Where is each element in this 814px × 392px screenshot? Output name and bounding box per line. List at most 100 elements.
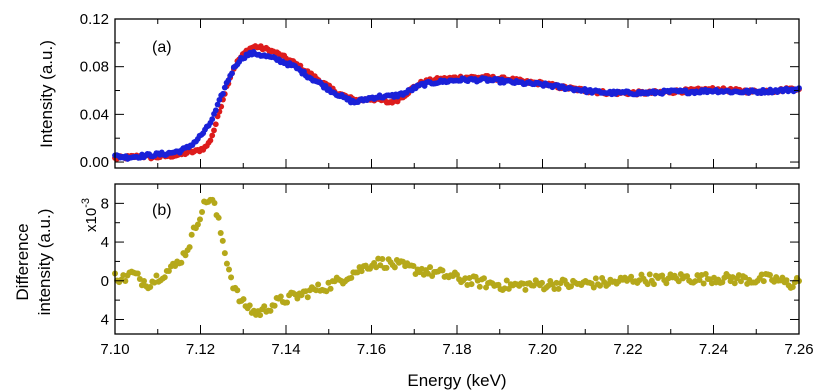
panel-b-y-axis-label-line2: intensity (a.u.)	[35, 209, 54, 316]
panel-b-x-tick-label: 7.20	[528, 341, 557, 358]
panel-a-label: (a)	[152, 39, 172, 56]
panel-b-series-0-point	[217, 230, 224, 237]
panel-b-series-0-point	[358, 268, 365, 275]
panel-a-series-0-point	[209, 132, 216, 139]
panel-b-series-0-point	[700, 280, 707, 287]
panel-a-y-tick-label: 0.08	[80, 59, 109, 76]
panel-b-series-0-point	[427, 264, 434, 271]
panel-b-series-0-point	[257, 312, 264, 319]
panel-b-series-0-point	[221, 250, 228, 257]
panel-b-x-tick-label: 7.16	[357, 341, 386, 358]
panel-a-series-1-point	[225, 77, 232, 84]
panel-a-series-1-point	[212, 107, 219, 114]
panel-b-y-multiplier-exponent: -3	[80, 198, 92, 208]
panel-b: 8 4 0 4 7.10 7.12 7.14 7.16 7.18 7.20 7.22 7.24 7.2…	[13, 183, 814, 358]
panel-b-series-0-point	[223, 260, 230, 267]
panel-b-series-0-point	[277, 293, 284, 300]
panel-b-series-0-point	[226, 266, 232, 273]
panel-a-y-tick-label: 0.04	[80, 106, 109, 123]
panel-b-y-tick-label: 0	[101, 273, 109, 290]
panel-b-series-0-point	[592, 275, 599, 282]
panel-b-points	[112, 196, 802, 319]
panel-a-series-1-point	[216, 96, 223, 103]
panel-b-x-tick-label: 7.24	[699, 341, 728, 358]
panel-b-series-0-point	[476, 283, 483, 290]
panel-b-series-0-point	[196, 216, 203, 223]
panel-b-series-0-point	[294, 295, 301, 302]
panel-a-series-1-point	[221, 84, 228, 91]
panel-b-series-0-point	[505, 285, 512, 292]
panel-a-series-1-point	[229, 70, 235, 77]
panel-b-series-0-point	[186, 244, 193, 251]
panel-b-series-0-point	[650, 281, 657, 288]
panel-b-series-0-point	[760, 278, 767, 285]
panel-b-series-0-point	[628, 273, 635, 280]
panel-b-series-0-point	[246, 302, 253, 309]
panel-b-label: (b)	[152, 202, 172, 219]
panel-b-x-tick-label: 7.12	[186, 341, 215, 358]
panel-b-series-0-point	[391, 264, 398, 271]
panel-a-series-1-point	[220, 90, 226, 97]
panel-b-series-0-point	[439, 267, 446, 274]
panel-b-x-tick-label: 7.14	[271, 341, 300, 358]
panel-b-series-0-point	[555, 285, 562, 292]
panel-b-series-0-point	[122, 277, 129, 284]
panel-b-series-0-point	[454, 271, 460, 278]
panel-b-series-0-point	[538, 279, 545, 286]
panel-b-y-multiplier-base: x10	[83, 208, 100, 232]
panel-b-y-tick-label: 8	[101, 195, 109, 212]
panel-b-series-0-point	[153, 272, 160, 279]
panel-b-series-0-point	[188, 231, 195, 238]
panel-a-y-ticks: 0.00 0.04 0.08 0.12	[80, 11, 799, 171]
panel-b-series-0-point	[284, 299, 291, 306]
panel-a-y-axis-label: Intensity (a.u.)	[37, 40, 56, 148]
panel-b-series-0-point	[234, 287, 241, 294]
panel-a-series-1-point	[214, 101, 221, 108]
panel-b-series-0-point	[304, 294, 311, 301]
panel-b-series-0-point	[271, 302, 278, 309]
svg-text:x10-3: x10-3	[80, 198, 100, 232]
panel-a-series-0-point	[207, 137, 214, 144]
panel-b-series-0-point	[147, 284, 154, 291]
panel-b-series-0-point	[261, 303, 268, 310]
panel-b-x-tick-labels: 7.10 7.12 7.14 7.16 7.18 7.20 7.22 7.24 7.26	[100, 341, 813, 358]
panel-b-series-0-point	[134, 270, 141, 277]
panel-b-series-0-point	[684, 273, 691, 280]
panel-b-series-0-point	[646, 271, 653, 278]
panel-b-series-0-point	[480, 275, 487, 282]
panel-b-series-0-point	[379, 255, 386, 262]
panel-b-series-0-point	[731, 280, 738, 287]
panel-b-y-multiplier: x10-3	[80, 198, 100, 232]
panel-b-series-0-point	[568, 283, 574, 290]
x-axis-label: Energy (keV)	[407, 371, 506, 390]
panel-a-y-tick-label: 0.00	[80, 154, 109, 171]
panel-b-series-0-point	[590, 284, 597, 291]
panel-a: 0.00 0.04 0.08 0.12 (a) Intensity (a.u.)	[37, 11, 802, 171]
panel-b-x-ticks	[114, 184, 800, 334]
panel-b-series-0-point	[702, 270, 709, 277]
panel-a-series-0-point	[212, 121, 219, 128]
panel-b-series-0-point	[215, 214, 222, 221]
panel-b-series-0-point	[240, 296, 247, 303]
panel-b-series-0-point	[597, 282, 604, 289]
panel-b-series-0-point	[327, 285, 334, 292]
panel-b-series-0-point	[228, 274, 235, 281]
panel-b-series-0-point	[178, 259, 185, 266]
panel-a-x-ticks	[114, 19, 800, 168]
panel-b-series-0-point	[503, 277, 510, 284]
panel-b-series-0-point	[696, 276, 703, 283]
panel-b-series-0-point	[161, 274, 168, 281]
panel-b-x-tick-label: 7.18	[442, 341, 471, 358]
panel-b-y-axis-label: Difference intensity (a.u.)	[13, 209, 54, 316]
panel-b-series-0-point	[737, 278, 744, 285]
panel-b-series-0-point	[659, 272, 666, 279]
panel-b-series-0-point	[783, 277, 790, 284]
panel-b-series-0-point	[182, 252, 189, 259]
panel-b-series-0-point	[165, 268, 172, 275]
panel-a-series-1-point	[209, 116, 216, 123]
panel-b-series-0-point	[219, 237, 226, 244]
panel-b-y-axis-label-line1: Difference	[13, 223, 32, 300]
panel-b-series-0-point	[348, 274, 355, 281]
panel-b-y-tick-label: 4	[101, 234, 109, 251]
